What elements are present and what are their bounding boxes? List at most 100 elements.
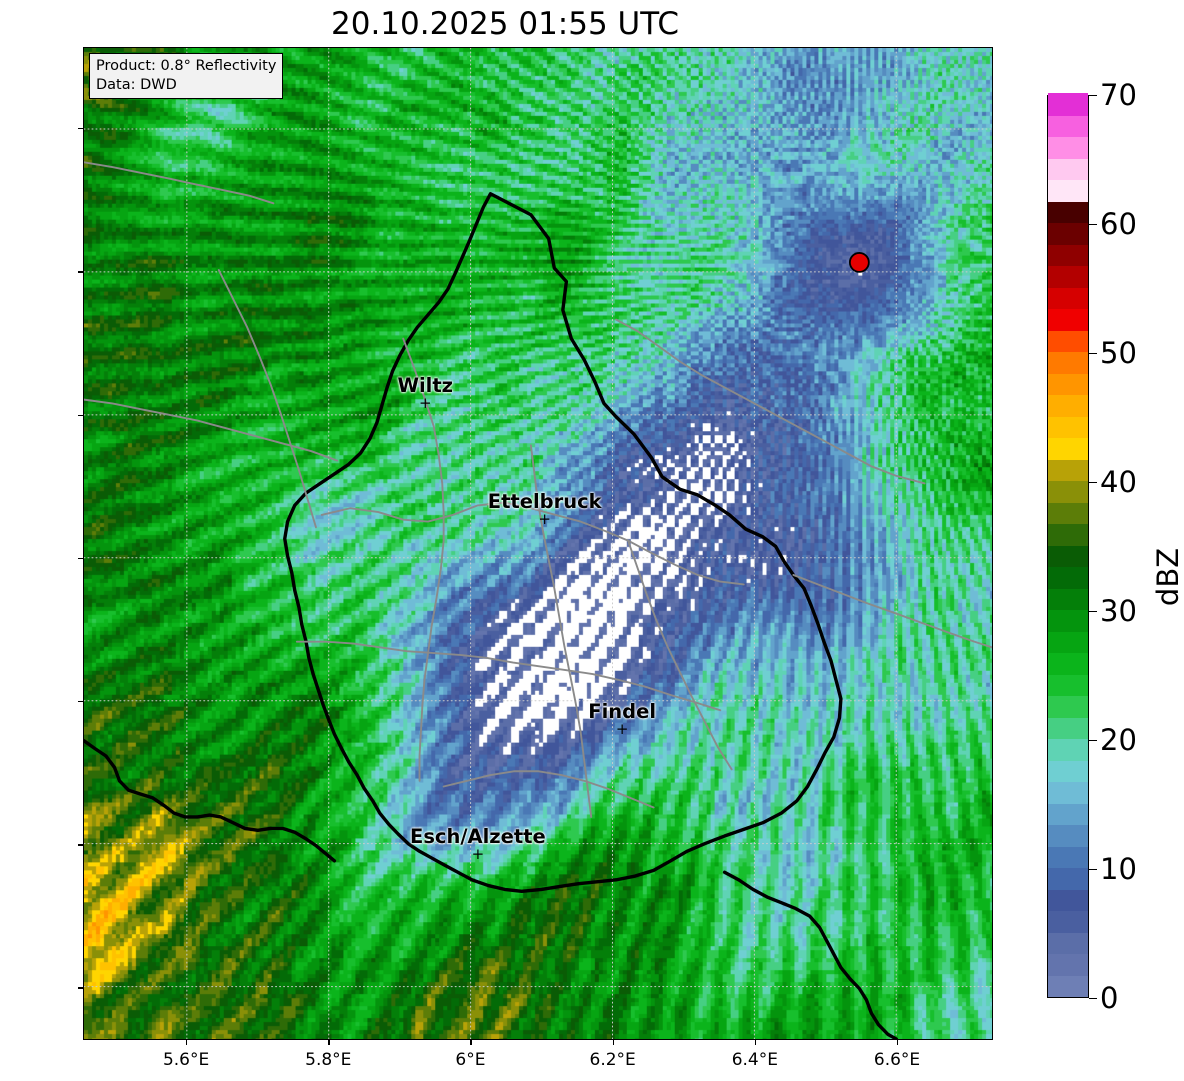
colorbar-band [1048,824,1088,847]
radar-reflectivity-layer [84,48,992,1039]
colorbar-title: dBZ [1151,547,1184,607]
colorbar-band [1048,458,1088,481]
map-overlay-layer [84,48,992,1039]
colorbar-band [1048,501,1088,524]
x-axis-label: 6.4°E [731,1050,778,1070]
border-line [627,539,733,771]
colorbar-tick-label: 50 [1100,336,1137,370]
colorbar-tick [1089,740,1097,742]
border-line [792,573,992,649]
colorbar-band [1048,630,1088,653]
colorbar-band [1048,200,1088,223]
colorbar-band [1048,544,1088,567]
x-axis-label: 5.6°E [162,1050,210,1070]
colorbar[interactable] [1047,93,1089,998]
page-title: 20.10.2025 01:55 UTC [331,6,679,42]
colorbar-tick [1089,224,1097,226]
colorbar-tick [1089,998,1097,1000]
colorbar-band [1048,673,1088,696]
colorbar-band [1048,781,1088,804]
y-axis-tick [78,987,83,989]
colorbar-band [1048,867,1088,890]
colorbar-band [1048,136,1088,159]
border-line [442,770,655,809]
colorbar-band [1048,523,1088,546]
x-axis-label: 5.8°E [305,1050,352,1070]
border-line [722,870,898,1039]
colorbar-tick-label: 30 [1100,594,1137,628]
colorbar-tick-label: 20 [1100,723,1137,757]
colorbar-tick [1089,95,1097,97]
colorbar-tick [1089,353,1097,355]
border-line [529,444,593,818]
colorbar-tick [1089,611,1097,613]
border-line [84,161,275,205]
y-axis-tick [78,271,83,273]
colorbar-tick-label: 10 [1100,852,1137,886]
colorbar-band [1048,265,1088,288]
x-axis-tick [754,1040,757,1045]
product-info-box: Product: 0.8° Reflectivity Data: DWD [89,53,284,100]
border-line [402,337,445,782]
colorbar-band [1048,609,1088,632]
colorbar-band [1048,157,1088,180]
colorbar-tick-label: 40 [1100,465,1137,499]
y-axis-tick [78,557,83,560]
x-axis-tick [470,1040,472,1045]
x-axis-tick [186,1040,188,1045]
colorbar-band [1048,93,1088,116]
y-axis-tick [78,414,83,416]
colorbar-tick-label: 0 [1100,981,1119,1015]
colorbar-tick [1089,869,1097,871]
border-line [283,192,843,893]
x-axis-tick [897,1040,899,1045]
colorbar-band [1048,566,1088,589]
colorbar-band [1048,738,1088,761]
colorbar-band [1048,179,1088,202]
x-axis-tick [612,1040,614,1045]
product-label: Product: 0.8° Reflectivity [96,58,277,74]
colorbar-band [1048,695,1088,718]
colorbar-band [1048,329,1088,352]
colorbar-band [1048,351,1088,374]
border-line [320,501,745,586]
border-line [615,318,926,485]
colorbar-band [1048,845,1088,868]
colorbar-band [1048,802,1088,825]
colorbar-band [1048,394,1088,417]
colorbar-tick-label: 60 [1100,207,1137,241]
colorbar-band [1048,286,1088,309]
x-axis-label: 6°E [455,1050,486,1070]
colorbar-band [1048,888,1088,911]
border-line [84,739,337,863]
radar-station-icon [848,252,870,273]
colorbar-band [1048,437,1088,460]
border-line [217,269,317,529]
colorbar-band [1048,480,1088,503]
data-source-label: Data: DWD [96,76,177,93]
colorbar-band [1048,716,1088,739]
y-axis-tick [78,701,83,703]
colorbar-band [1048,415,1088,438]
colorbar-band [1048,587,1088,610]
y-axis-tick [78,128,83,130]
colorbar-band [1048,931,1088,954]
colorbar-band [1048,759,1088,782]
border-line [295,640,722,712]
colorbar-band [1048,953,1088,976]
colorbar-band [1048,308,1088,331]
y-axis-tick [78,844,83,846]
x-axis-label: 6.2°E [589,1050,636,1070]
radar-map-plot[interactable]: Product: 0.8° Reflectivity Data: DWD Wil… [83,47,993,1040]
colorbar-band [1048,372,1088,395]
colorbar-band [1048,222,1088,245]
colorbar-band [1048,243,1088,266]
colorbar-tick-label: 70 [1100,78,1137,112]
colorbar-band [1048,652,1088,675]
colorbar-band [1048,114,1088,137]
colorbar-band [1048,974,1088,997]
border-line [84,398,339,462]
x-axis-tick [328,1040,330,1045]
x-axis-label: 6.6°E [873,1050,921,1070]
colorbar-tick [1089,482,1097,484]
